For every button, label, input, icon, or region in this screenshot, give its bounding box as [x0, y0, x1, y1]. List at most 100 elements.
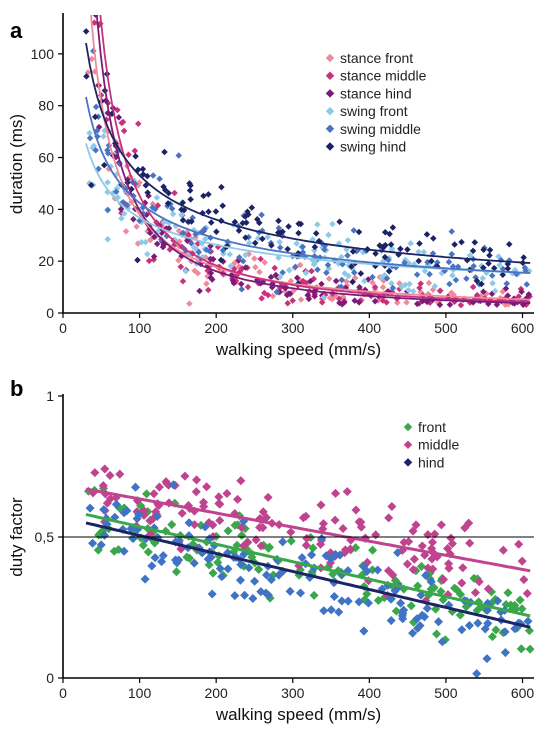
data-point — [354, 597, 364, 607]
data-point — [156, 175, 163, 183]
data-point — [428, 257, 435, 265]
legend-label: stance hind — [340, 85, 412, 101]
data-point — [226, 251, 233, 258]
data-point — [334, 607, 344, 617]
data-point — [118, 215, 125, 222]
data-point — [200, 522, 210, 532]
data-point — [522, 588, 532, 598]
data-point — [134, 120, 142, 128]
data-point — [201, 235, 209, 243]
data-point — [99, 505, 109, 515]
x-tick-label: 500 — [434, 320, 458, 336]
data-point — [299, 243, 307, 251]
data-point — [325, 231, 332, 239]
data-point — [384, 513, 394, 523]
data-point — [524, 626, 534, 636]
data-point — [394, 299, 401, 307]
data-point — [82, 28, 90, 35]
data-point — [219, 202, 226, 209]
data-point — [258, 295, 265, 302]
data-point — [252, 264, 259, 271]
data-point — [278, 537, 288, 547]
x-tick-label: 0 — [59, 320, 67, 336]
data-point — [179, 278, 187, 285]
data-point — [147, 561, 157, 571]
data-point — [144, 189, 151, 196]
data-point — [165, 224, 173, 232]
data-point — [205, 208, 212, 215]
data-point — [119, 118, 127, 126]
data-point — [286, 527, 296, 537]
fit-line-front — [85, 512, 531, 618]
data-point — [236, 254, 243, 261]
data-point — [473, 618, 483, 628]
data-point — [244, 283, 252, 291]
data-point — [91, 113, 99, 121]
data-point — [91, 4, 98, 11]
legend-marker — [403, 422, 413, 432]
data-point — [86, 134, 94, 142]
data-point — [344, 252, 351, 259]
data-point — [295, 220, 302, 227]
data-point — [390, 586, 400, 596]
x-tick-label: 100 — [128, 320, 152, 336]
x-tick-label: 300 — [281, 685, 305, 701]
data-point — [160, 183, 167, 191]
data-point — [498, 545, 508, 555]
data-point — [486, 252, 493, 259]
data-point — [430, 235, 437, 242]
data-point — [90, 468, 100, 478]
data-point — [403, 299, 410, 306]
data-point — [171, 189, 178, 197]
data-point — [187, 182, 194, 189]
y-tick-label: 1 — [46, 388, 54, 404]
x-tick-label: 400 — [358, 685, 382, 701]
data-point — [83, 73, 90, 80]
data-point — [386, 230, 393, 238]
data-point — [138, 238, 145, 246]
y-tick-label: 0,5 — [35, 529, 55, 545]
data-point — [416, 561, 426, 571]
data-point — [140, 574, 150, 584]
data-point — [369, 273, 376, 281]
data-point — [90, 7, 97, 14]
y-tick-label: 60 — [38, 150, 54, 166]
data-point — [324, 261, 332, 269]
data-point — [451, 241, 458, 248]
data-point — [355, 299, 363, 306]
data-point — [248, 204, 256, 211]
legend-label: swing hind — [340, 139, 406, 155]
data-point — [239, 257, 247, 265]
data-point — [180, 206, 188, 214]
data-point — [437, 287, 444, 295]
data-point — [115, 114, 123, 121]
data-point — [479, 275, 486, 282]
data-point — [446, 280, 453, 288]
data-point — [448, 228, 456, 235]
data-point — [102, 8, 109, 15]
data-point — [207, 255, 214, 263]
data-point — [359, 626, 369, 636]
x-tick-label: 200 — [204, 685, 228, 701]
data-point — [177, 263, 185, 271]
data-point — [432, 629, 442, 639]
data-point — [436, 520, 446, 530]
data-point — [175, 152, 183, 159]
data-point — [351, 269, 358, 276]
data-point — [258, 523, 268, 533]
data-point — [378, 274, 385, 281]
data-point — [133, 223, 140, 230]
data-point — [275, 217, 282, 225]
legend-marker — [325, 124, 335, 134]
data-point — [105, 494, 115, 504]
data-point — [92, 103, 100, 111]
data-point — [154, 482, 164, 492]
panel-label: b — [10, 376, 23, 401]
data-point — [238, 286, 245, 293]
data-point — [448, 250, 456, 258]
data-point — [371, 283, 379, 291]
data-point — [516, 644, 526, 654]
data-point — [496, 261, 503, 269]
legend-label: hind — [418, 454, 444, 470]
data-point — [182, 267, 190, 275]
